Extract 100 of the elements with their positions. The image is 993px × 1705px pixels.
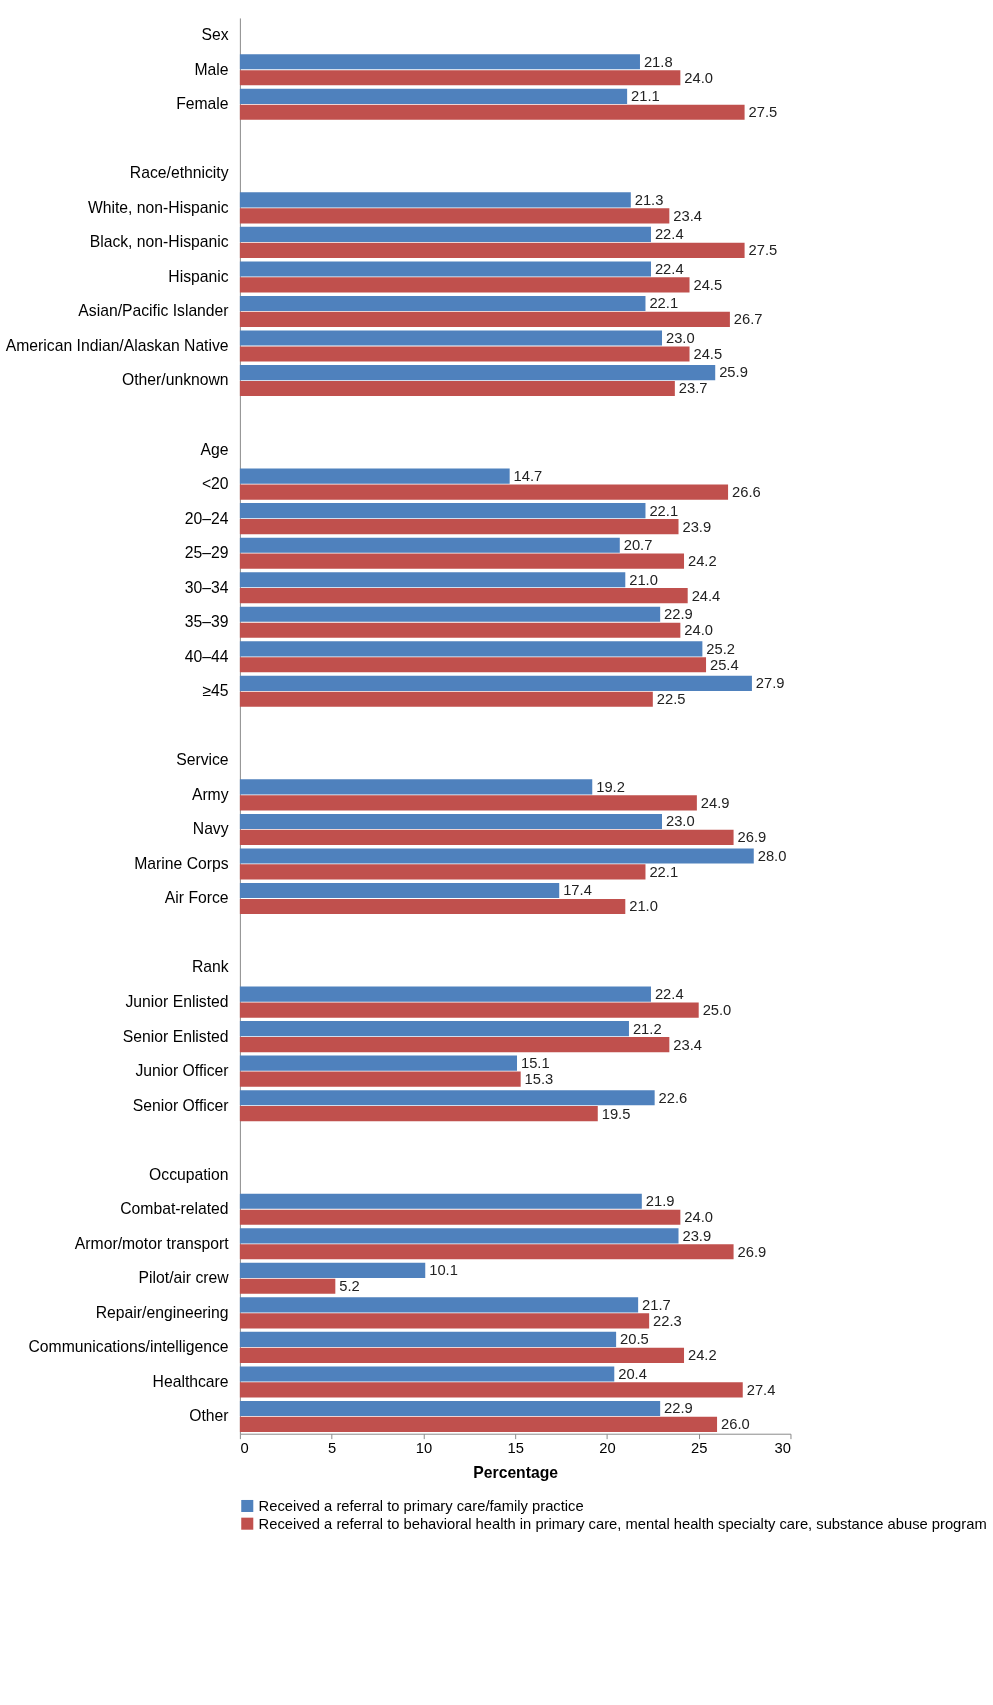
y-tick-label: Pilot/air crew	[138, 1269, 230, 1287]
y-tick-label: Communications/intelligence	[28, 1338, 229, 1356]
data-label: 20.4	[618, 1365, 647, 1382]
y-tick-label: Male	[194, 60, 229, 78]
data-label: 26.7	[733, 311, 763, 328]
data-label: 5.2	[339, 1278, 360, 1295]
data-label: 27.9	[755, 675, 785, 692]
data-label: 26.0	[720, 1416, 750, 1433]
data-label: 15.3	[524, 1071, 554, 1088]
y-tick-label: Age	[200, 440, 229, 458]
data-label: 25.0	[702, 1001, 732, 1018]
data-label: 21.3	[634, 191, 664, 208]
data-label: 19.5	[601, 1105, 631, 1122]
y-tick-label: Rank	[191, 958, 229, 976]
data-label: 27.5	[748, 242, 778, 259]
x-tick-label: 30	[774, 1439, 791, 1456]
data-label: 21.8	[643, 53, 673, 70]
data-label: 15.1	[520, 1055, 550, 1072]
data-label: 19.2	[596, 778, 625, 795]
data-label: 27.5	[748, 104, 778, 121]
x-tick-label: 0	[240, 1439, 249, 1456]
y-tick-label: Asian/Pacific Islander	[78, 302, 229, 320]
data-label: 24.5	[693, 345, 723, 362]
y-tick-label: Army	[191, 785, 229, 803]
y-tick-label: Hispanic	[168, 267, 229, 285]
data-label: 24.0	[684, 622, 713, 639]
data-label: 22.1	[649, 863, 679, 880]
y-tick-label: American Indian/Alaskan Native	[5, 336, 229, 354]
x-tick-label: 25	[691, 1439, 708, 1456]
data-label: 23.0	[665, 813, 695, 830]
data-label: 27.4	[746, 1381, 776, 1398]
data-label: 23.9	[682, 518, 712, 535]
legend-label: Received a referral to behavioral health in primary care, mental health specialty care, substance abuse program	[258, 1515, 987, 1532]
data-label: 21.1	[631, 88, 660, 105]
data-label: 25.9	[719, 364, 748, 381]
data-label: 23.4	[673, 1036, 702, 1053]
data-label: 22.4	[654, 260, 684, 277]
data-label: 26.9	[737, 829, 767, 846]
data-label: 22.4	[654, 986, 684, 1003]
y-tick-label: <20	[201, 475, 229, 493]
data-label: 24.9	[700, 794, 730, 811]
y-tick-label: Combat-related	[120, 1200, 229, 1218]
y-tick-label: 40–44	[184, 647, 229, 665]
y-tick-label: Marine Corps	[134, 854, 229, 872]
y-tick-label: Air Force	[164, 889, 229, 907]
y-tick-label: Junior Enlisted	[125, 993, 229, 1010]
x-tick-label: 15	[507, 1439, 524, 1456]
data-label: 20.5	[620, 1331, 649, 1348]
data-label: 14.7	[513, 468, 543, 485]
y-tick-label: Repair/engineering	[95, 1303, 229, 1321]
data-label: 24.5	[693, 276, 723, 293]
data-label: 22.9	[664, 1400, 693, 1417]
data-label: 24.0	[684, 1209, 713, 1226]
y-tick-label: Other/unknown	[121, 371, 229, 389]
y-tick-label: Black, non-Hispanic	[89, 233, 229, 251]
data-label: 17.4	[563, 882, 592, 899]
data-label: 21.0	[629, 898, 658, 915]
data-label: 10.1	[429, 1262, 458, 1279]
data-label: 20.7	[623, 537, 653, 554]
data-label: 22.1	[649, 295, 679, 312]
data-label: 23.7	[678, 380, 708, 397]
data-label: 26.9	[737, 1243, 767, 1260]
data-label: 22.4	[654, 226, 684, 243]
y-tick-label: White, non-Hispanic	[87, 198, 229, 216]
data-label: 24.2	[687, 1347, 717, 1364]
x-tick-label: 10	[415, 1439, 433, 1456]
y-tick-label: 30–34	[184, 578, 229, 596]
data-label: 21.2	[632, 1020, 662, 1037]
y-tick-label: Female	[176, 95, 229, 113]
data-label: 24.4	[691, 587, 721, 604]
data-label: 22.1	[649, 502, 679, 519]
y-tick-label: Senior Officer	[132, 1096, 229, 1114]
data-label: 22.3	[653, 1312, 682, 1329]
y-tick-label: Service	[176, 751, 229, 769]
y-tick-label: Junior Officer	[135, 1062, 229, 1080]
data-label: 25.4	[709, 656, 739, 673]
x-tick-label: 20	[599, 1439, 616, 1456]
data-label: 26.6	[732, 484, 761, 501]
data-label: 22.9	[664, 606, 693, 623]
data-label: 23.4	[673, 207, 702, 224]
data-label: 22.6	[658, 1089, 688, 1106]
y-tick-label: Other	[189, 1407, 229, 1425]
data-label: 23.9	[682, 1227, 712, 1244]
x-axis-title: Percentage	[473, 1464, 559, 1482]
data-label: 25.2	[706, 640, 735, 657]
data-label: 21.7	[642, 1296, 671, 1313]
y-tick-label: Occupation	[149, 1165, 229, 1183]
y-tick-label: Senior Enlisted	[122, 1027, 229, 1045]
y-tick-label: Navy	[192, 820, 229, 838]
y-tick-label: 35–39	[184, 613, 229, 631]
data-label: 24.0	[684, 69, 713, 86]
data-label: 28.0	[757, 847, 787, 864]
y-tick-label: Healthcare	[152, 1372, 229, 1390]
y-tick-label: Armor/motor transport	[74, 1234, 230, 1252]
data-label: 22.5	[656, 691, 686, 708]
x-tick-label: 5	[328, 1439, 337, 1456]
data-label: 23.0	[665, 329, 695, 346]
data-label: 21.9	[645, 1193, 675, 1210]
y-tick-label: Sex	[201, 26, 229, 44]
y-tick-label: 25–29	[184, 544, 229, 562]
